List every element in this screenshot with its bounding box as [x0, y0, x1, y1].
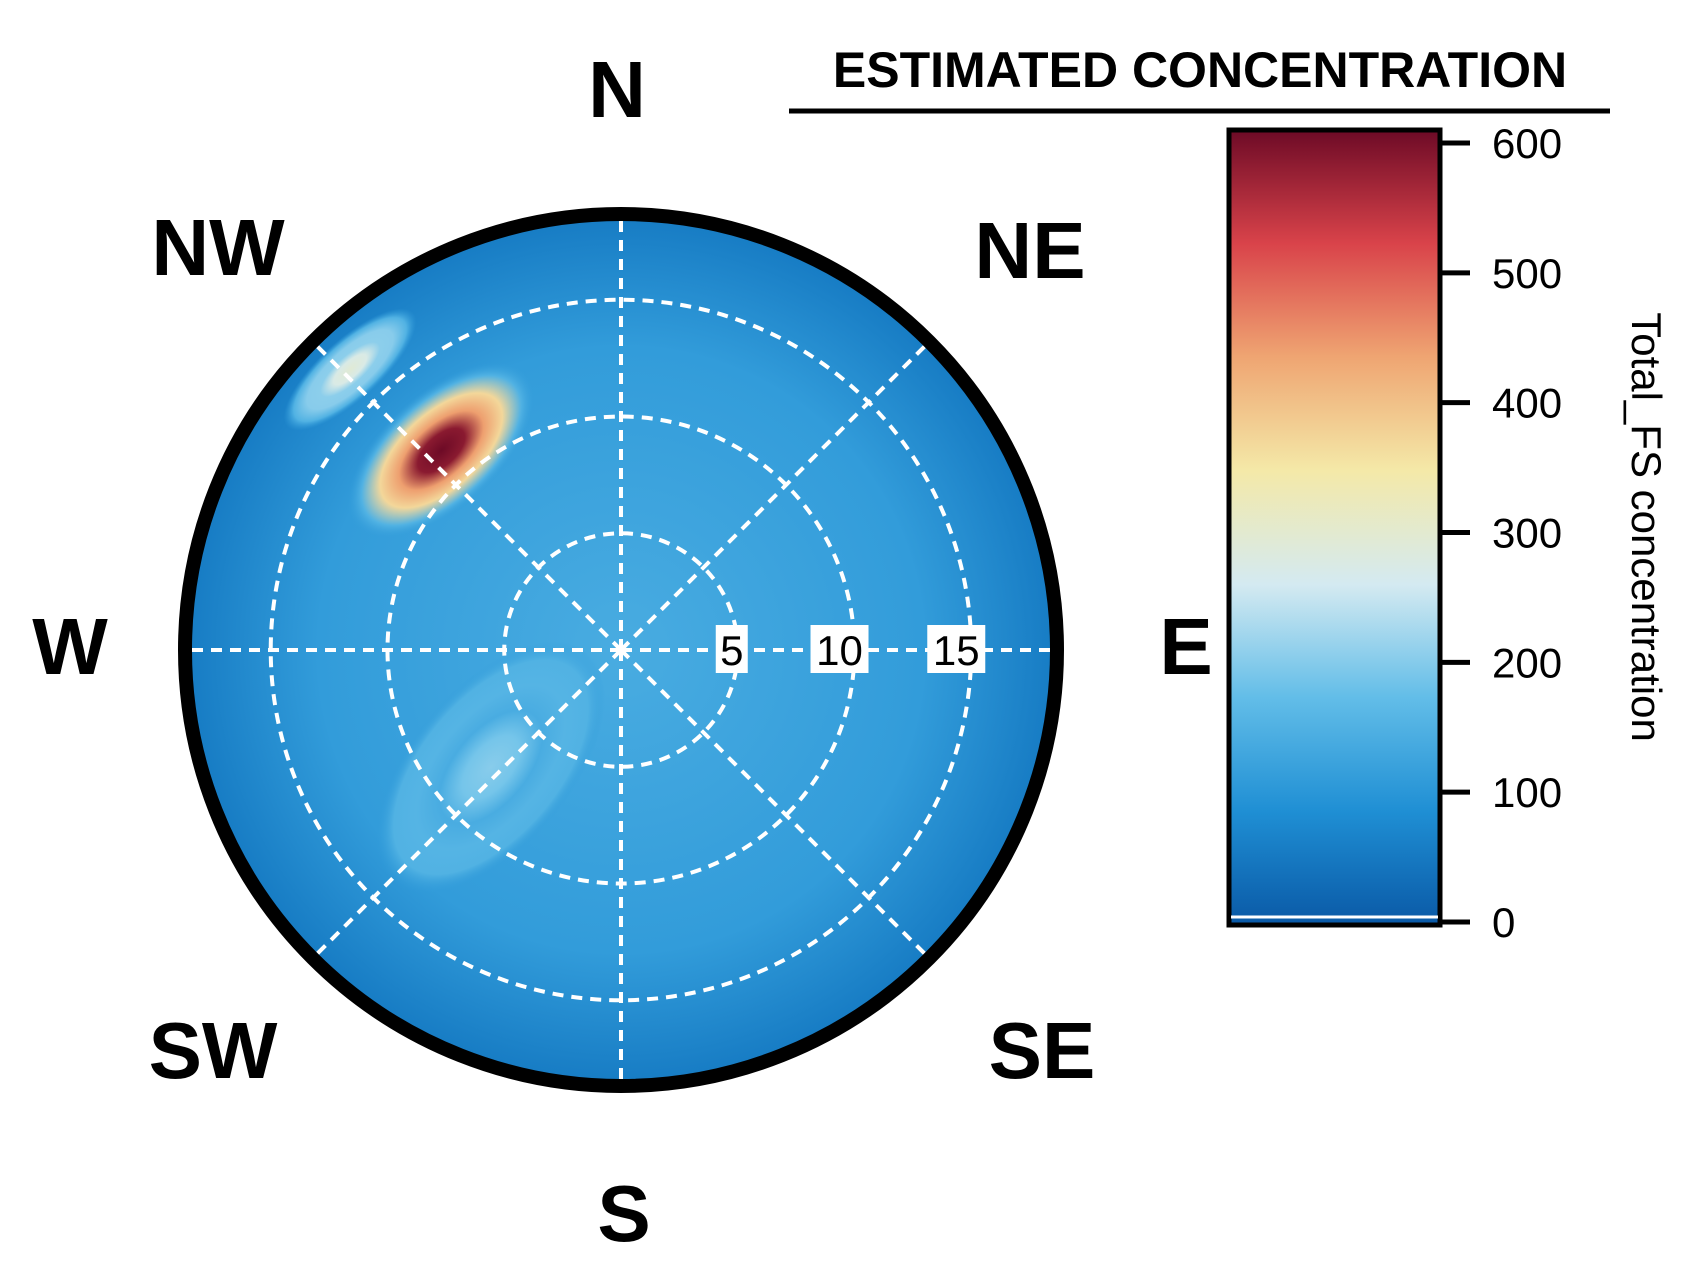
grid-spoke	[619, 341, 930, 652]
colorbar-tick-label: 600	[1492, 120, 1562, 167]
compass-label-ne: NE	[974, 206, 1085, 295]
colorbar-tick-label: 500	[1492, 250, 1562, 297]
colorbar	[1226, 127, 1443, 928]
compass-label-w: W	[32, 602, 108, 691]
radial-tick-label-bg	[927, 625, 986, 673]
concentration-hotspot	[347, 362, 536, 539]
compass-label-sw: SW	[149, 1006, 278, 1095]
grid-spoke	[312, 341, 623, 652]
colorbar-tick-label: 200	[1492, 639, 1562, 686]
radial-tick-label: 5	[720, 627, 743, 674]
colorbar-tick-label: 400	[1492, 380, 1562, 427]
plot-boundary	[178, 207, 1064, 1093]
colorbar-tick-label: 300	[1492, 510, 1562, 557]
legend-title: ESTIMATED CONCENTRATION	[833, 42, 1567, 98]
grid-spoke	[312, 648, 623, 959]
radial-tick-label-bg	[810, 625, 869, 673]
colorbar-tick-label: 0	[1492, 899, 1515, 946]
radial-tick-label-bg	[715, 625, 748, 673]
concentration-hotspot	[283, 308, 417, 431]
compass-label-se: SE	[989, 1006, 1096, 1095]
colorbar-tick-label: 100	[1492, 769, 1562, 816]
radial-tick-label: 15	[933, 627, 980, 674]
concentration-hotspot	[376, 641, 606, 894]
compass-label-n: N	[588, 45, 646, 134]
compass-label-e: E	[1159, 602, 1212, 691]
radial-tick-label: 10	[816, 627, 863, 674]
compass-label-nw: NW	[151, 203, 285, 292]
radial-tick-labels: 5 10 15	[715, 625, 986, 674]
colorbar-axis-label: Total_FS concentration	[1623, 312, 1670, 742]
colorbar-ticks: 0 100 200 300 400 500 600	[1440, 120, 1562, 946]
grid-spoke	[619, 648, 930, 959]
compass-label-s: S	[597, 1169, 650, 1258]
